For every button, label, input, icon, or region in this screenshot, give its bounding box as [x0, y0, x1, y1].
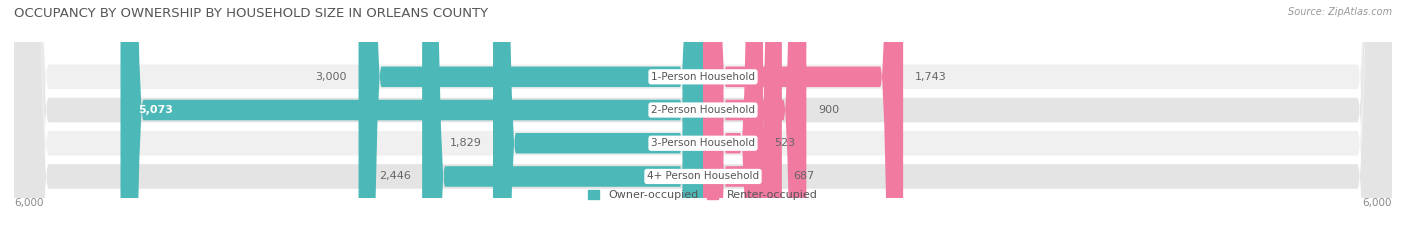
Text: 2,446: 2,446 — [378, 171, 411, 182]
Legend: Owner-occupied, Renter-occupied: Owner-occupied, Renter-occupied — [588, 190, 818, 200]
Text: 4+ Person Household: 4+ Person Household — [647, 171, 759, 182]
FancyBboxPatch shape — [14, 0, 1392, 233]
FancyBboxPatch shape — [14, 0, 1392, 233]
Text: OCCUPANCY BY OWNERSHIP BY HOUSEHOLD SIZE IN ORLEANS COUNTY: OCCUPANCY BY OWNERSHIP BY HOUSEHOLD SIZE… — [14, 7, 488, 20]
Text: 523: 523 — [775, 138, 796, 148]
FancyBboxPatch shape — [14, 0, 1392, 233]
FancyBboxPatch shape — [121, 0, 703, 233]
Text: 1,829: 1,829 — [450, 138, 481, 148]
FancyBboxPatch shape — [14, 0, 1392, 233]
Text: 6,000: 6,000 — [14, 198, 44, 208]
Text: 3-Person Household: 3-Person Household — [651, 138, 755, 148]
FancyBboxPatch shape — [494, 0, 703, 233]
Text: 5,073: 5,073 — [138, 105, 173, 115]
Text: 2-Person Household: 2-Person Household — [651, 105, 755, 115]
Text: 687: 687 — [793, 171, 814, 182]
FancyBboxPatch shape — [703, 0, 763, 233]
Text: 6,000: 6,000 — [1362, 198, 1392, 208]
Text: 1-Person Household: 1-Person Household — [651, 72, 755, 82]
Text: 3,000: 3,000 — [315, 72, 347, 82]
FancyBboxPatch shape — [422, 0, 703, 233]
FancyBboxPatch shape — [359, 0, 703, 233]
Text: Source: ZipAtlas.com: Source: ZipAtlas.com — [1288, 7, 1392, 17]
Text: 1,743: 1,743 — [915, 72, 946, 82]
FancyBboxPatch shape — [703, 0, 807, 233]
FancyBboxPatch shape — [703, 0, 903, 233]
FancyBboxPatch shape — [703, 0, 782, 233]
Text: 900: 900 — [818, 105, 839, 115]
